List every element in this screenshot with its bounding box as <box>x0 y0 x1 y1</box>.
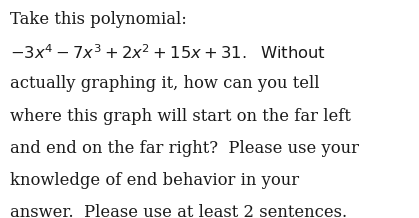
Text: where this graph will start on the far left: where this graph will start on the far l… <box>10 108 352 125</box>
Text: Take this polynomial:: Take this polynomial: <box>10 11 187 28</box>
Text: and end on the far right?  Please use your: and end on the far right? Please use you… <box>10 140 360 157</box>
Text: knowledge of end behavior in your: knowledge of end behavior in your <box>10 172 300 189</box>
Text: answer.  Please use at least 2 sentences.: answer. Please use at least 2 sentences. <box>10 204 348 218</box>
Text: $-3x^4 - 7x^3 + 2x^2 + 15x + 31.$  Without: $-3x^4 - 7x^3 + 2x^2 + 15x + 31.$ Withou… <box>10 43 326 62</box>
Text: actually graphing it, how can you tell: actually graphing it, how can you tell <box>10 75 320 92</box>
